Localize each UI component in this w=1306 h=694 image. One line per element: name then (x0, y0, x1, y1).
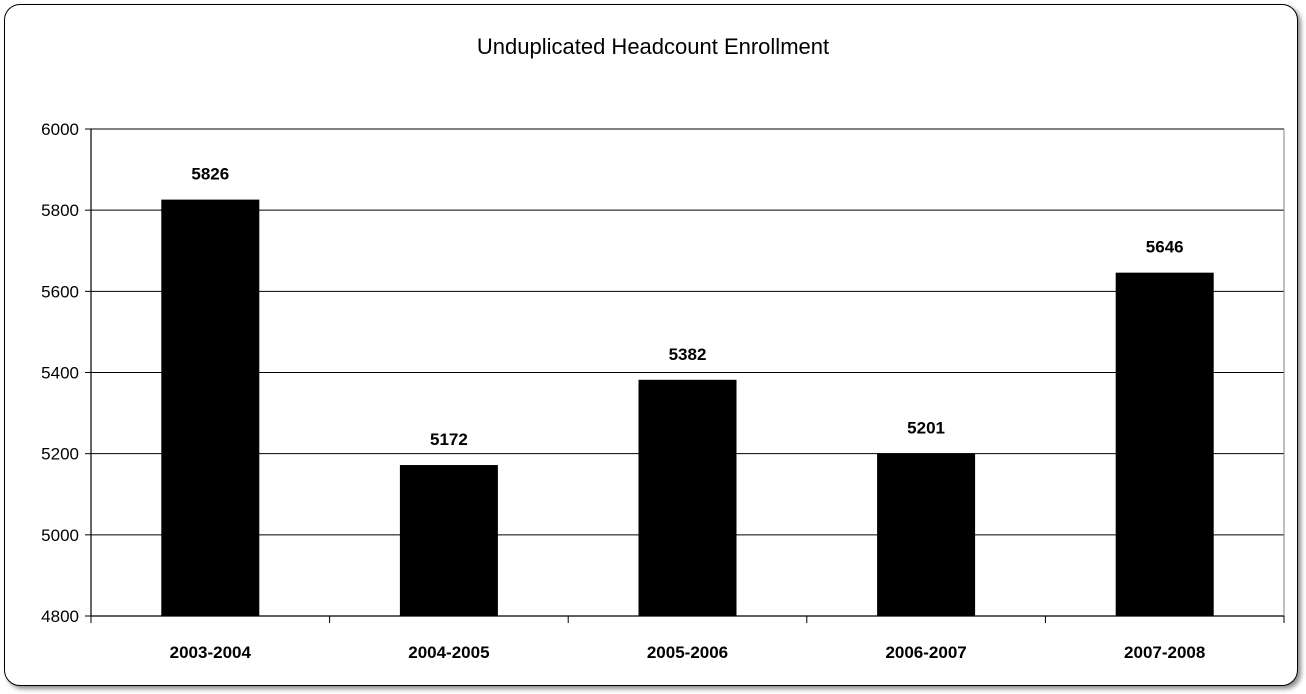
x-tick-label: 2005-2006 (647, 643, 728, 662)
y-tick-label: 5600 (41, 282, 79, 301)
axes (90, 129, 1285, 617)
bar-2004-2005 (399, 465, 498, 616)
x-tick-label: 2004-2005 (408, 643, 489, 662)
x-tick-label: 2006-2007 (885, 643, 966, 662)
x-axis-ticks: 2003-2004 2004-2005 2005-2006 2006-2007 2007… (90, 616, 1285, 662)
bar-2006-2007 (877, 453, 976, 616)
chart-title: Unduplicated Headcount Enrollment (477, 34, 829, 59)
bar-2005-2006 (638, 379, 737, 616)
x-tick-label: 2007-2008 (1124, 643, 1205, 662)
data-label: 5172 (430, 430, 468, 449)
x-tick-label: 2003-2004 (170, 643, 252, 662)
bar-2007-2008 (1115, 272, 1214, 616)
y-tick-label: 4800 (41, 607, 79, 626)
y-axis-ticks: 4800 5000 5200 5400 5600 5800 6000 (41, 120, 91, 626)
y-tick-label: 6000 (41, 120, 79, 139)
y-tick-label: 5800 (41, 201, 79, 220)
bar-2003-2004 (161, 199, 260, 617)
data-label: 5826 (191, 165, 229, 184)
gridlines (91, 128, 1284, 536)
data-label: 5201 (907, 418, 945, 437)
y-tick-label: 5000 (41, 526, 79, 545)
data-label: 5382 (669, 345, 707, 364)
bars: 5826 5172 5382 5201 5646 (161, 165, 1214, 617)
y-tick-label: 5400 (41, 364, 79, 383)
y-tick-label: 5200 (41, 445, 79, 464)
data-label: 5646 (1146, 238, 1184, 257)
